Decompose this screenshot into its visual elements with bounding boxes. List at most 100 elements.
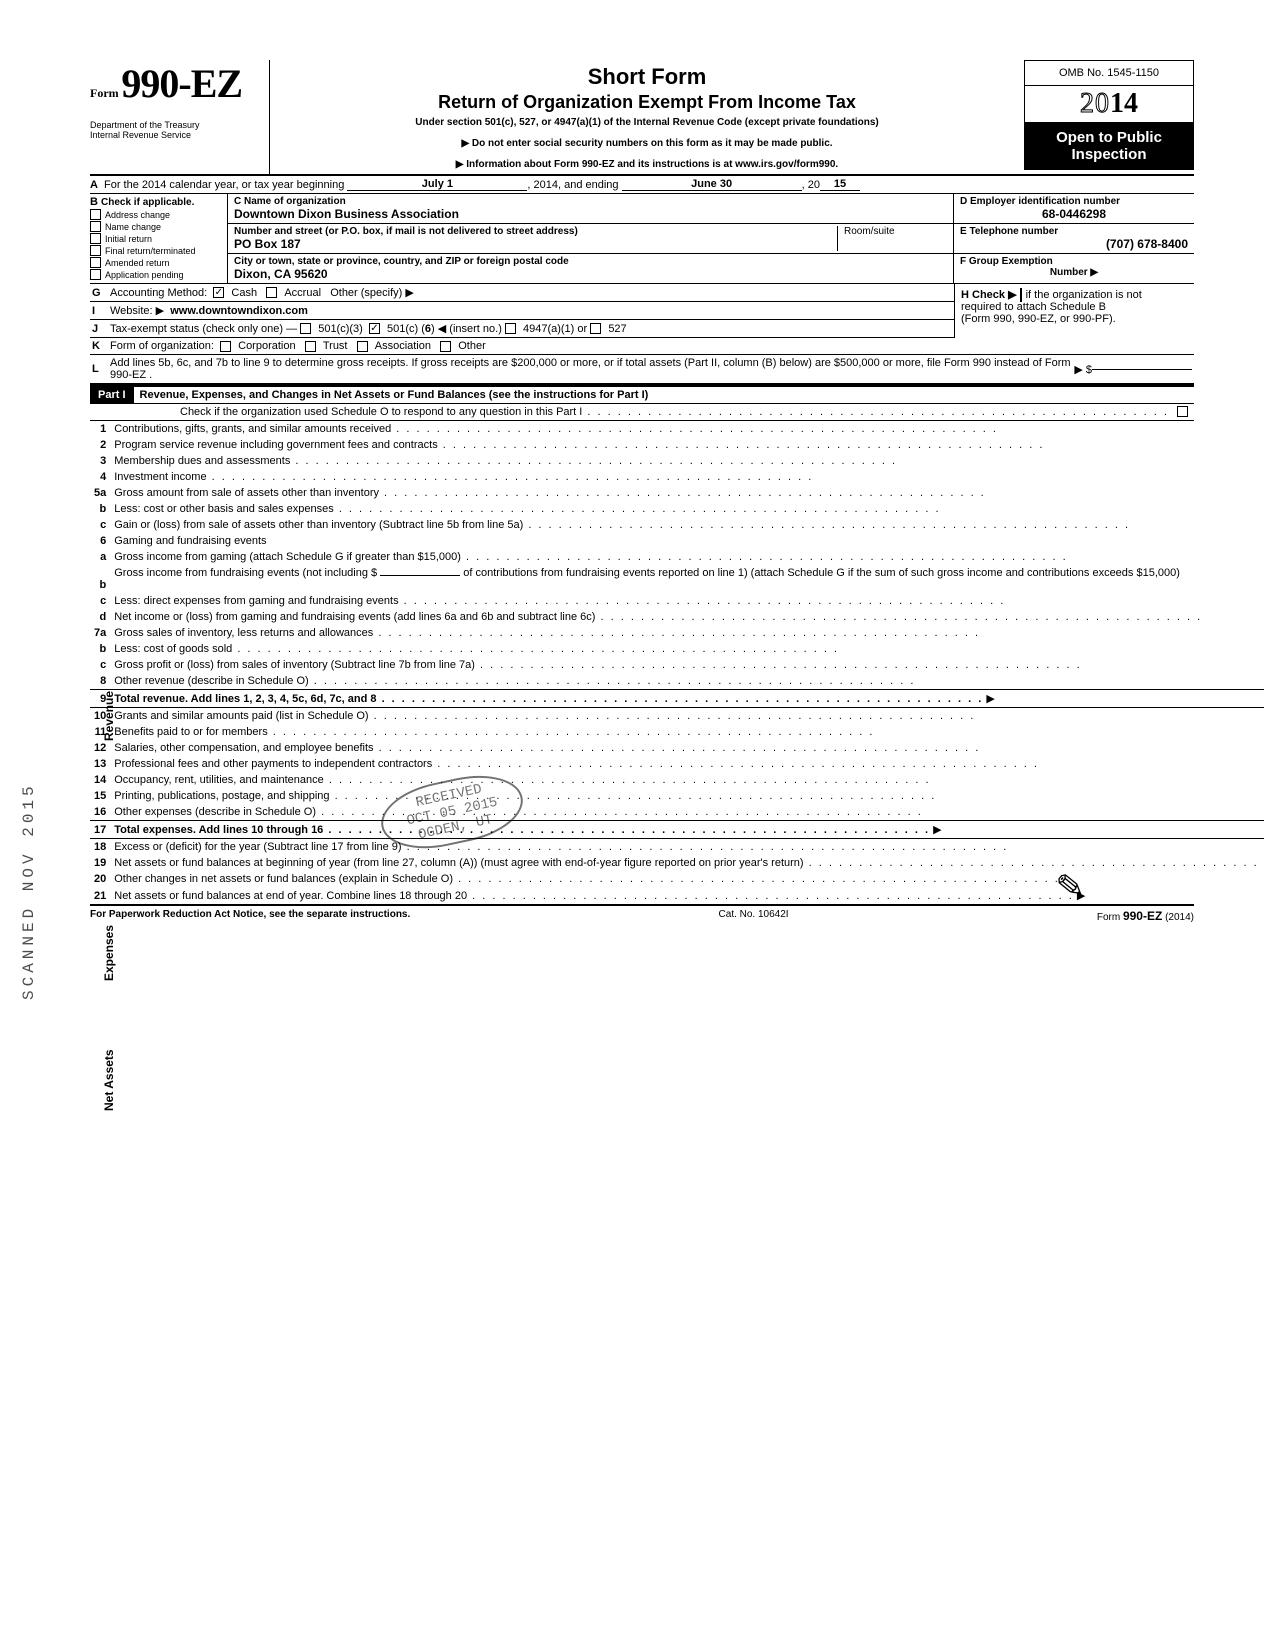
l-amt-label: ▶ $ [1074,363,1092,376]
signature-mark: ✎ [1053,866,1086,909]
arrow-ssn: ▶ Do not enter social security numbers o… [280,138,1014,149]
col-def: D Employer identification number 68-0446… [954,194,1194,283]
cb-trust[interactable] [305,341,316,352]
header-right: OMB No. 1545-1150 2014 Open to PublicIns… [1024,60,1194,174]
i-text: Website: ▶ [110,304,164,317]
col-c: C Name of organization Downtown Dixon Bu… [228,194,954,283]
a-begin[interactable]: July 1 [347,178,527,191]
label-j: J [92,323,110,335]
cb-accrual[interactable] [266,287,277,298]
line-11: 11Benefits paid to or for members11 [90,724,1264,740]
label-k: K [92,340,110,352]
cb-name-change[interactable]: Name change [90,221,223,232]
k-other: Other [458,340,486,352]
k-corp: Corporation [238,340,295,352]
cb-cash[interactable] [213,287,224,298]
side-expenses: Expenses [102,925,116,981]
cb-501c[interactable] [369,323,380,334]
b-hdr: Check if applicable. [101,197,194,208]
lines-table: 1Contributions, gifts, grants, and simil… [90,421,1264,904]
line-5b: bLess: cost or other basis and sales exp… [90,501,1264,517]
d-hdr: D Employer identification number [960,196,1188,207]
line-17: 17Total expenses. Add lines 10 through 1… [90,821,1264,839]
a-end[interactable]: June 30 [622,178,802,191]
cb-schedule-b[interactable] [1020,288,1022,302]
year-bold: 14 [1110,88,1138,119]
line-8: 8Other revenue (describe in Schedule O)8… [90,673,1264,690]
cb-other[interactable] [440,341,451,352]
line-4: 4Investment income4 [90,469,1264,485]
col-b: B Check if applicable. Address change Na… [90,194,228,283]
row-l: L Add lines 5b, 6c, and 7b to line 9 to … [90,355,1194,385]
cb-501c3[interactable] [300,323,311,334]
c-hdr: C Name of organization [234,196,947,207]
j-s: 527 [608,323,626,335]
footer-left: For Paperwork Reduction Act Notice, see … [90,909,410,923]
part1-title: Revenue, Expenses, and Changes in Net As… [134,387,655,403]
org-city[interactable]: Dixon, CA 95620 [234,267,947,281]
g-cash: Cash [231,287,257,299]
tax-year: 2014 [1024,85,1194,122]
room-hdr: Room/suite [837,226,947,251]
block-bcdef: B Check if applicable. Address change Na… [90,194,1194,284]
k-assoc: Association [375,340,431,352]
cb-corporation[interactable] [220,341,231,352]
cb-final-return[interactable]: Final return/terminated [90,245,223,256]
title-return: Return of Organization Exempt From Incom… [280,92,1014,113]
cb-schedule-o[interactable] [1177,406,1188,417]
line-5c: cGain or (loss) from sale of assets othe… [90,517,1264,533]
form-title-block: Short Form Return of Organization Exempt… [270,60,1024,174]
line-6a: aGross income from gaming (attach Schedu… [90,549,1264,565]
label-l: L [92,363,110,375]
cb-application-pending[interactable]: Application pending [90,269,223,280]
form-number: 990-EZ [121,61,242,106]
line-6c: cLess: direct expenses from gaming and f… [90,593,1264,609]
omb-number: OMB No. 1545-1150 [1024,60,1194,85]
cb-amended-return[interactable]: Amended return [90,257,223,268]
part1-header: Part I Revenue, Expenses, and Changes in… [90,385,1194,404]
cb-address-change[interactable]: Address change [90,209,223,220]
line-1: 1Contributions, gifts, grants, and simil… [90,421,1264,437]
h-text3: required to attach Schedule B [961,301,1188,313]
j-text: Tax-exempt status (check only one) — [110,323,297,335]
cb-527[interactable] [590,323,601,334]
j-cend: ) ◀ (insert no.) [431,322,502,335]
line-7b: bLess: cost of goods sold7b [90,641,1264,657]
e-hdr: E Telephone number [960,226,1188,237]
a-endyr[interactable]: 15 [820,178,860,191]
line-6d: dNet income or (loss) from gaming and fu… [90,609,1264,625]
label-a: A [90,179,104,191]
arrow-info: ▶ Information about Form 990-EZ and its … [280,159,1014,170]
footer-catno: Cat. No. 10642I [719,909,789,923]
cb-4947[interactable] [505,323,516,334]
line-19: 19Net assets or fund balances at beginni… [90,855,1264,871]
website[interactable]: www.downtowndixon.com [170,305,308,317]
open-public: Open to PublicInspection [1024,122,1194,170]
l-amt[interactable] [1092,369,1192,370]
cb-association[interactable] [357,341,368,352]
part1-check-row: Check if the organization used Schedule … [90,404,1194,421]
row-g: G Accounting Method: Cash Accrual Other … [90,284,954,302]
line-7c: cGross profit or (loss) from sales of in… [90,657,1264,673]
org-street[interactable]: PO Box 187 [234,237,837,251]
subtitle: Under section 501(c), 527, or 4947(a)(1)… [280,117,1014,128]
street-hdr: Number and street (or P.O. box, if mail … [234,226,837,237]
f-hdr2: Number ▶ [960,267,1188,278]
k-text: Form of organization: [110,340,214,352]
line-9: 9Total revenue. Add lines 1, 2, 3, 4, 5c… [90,690,1264,708]
footer: For Paperwork Reduction Act Notice, see … [90,904,1194,923]
row-k: K Form of organization: Corporation Trus… [90,338,1194,355]
a-text1: For the 2014 calendar year, or tax year … [104,179,344,191]
j-c: 501(c) ( [387,323,425,335]
line-18: 18Excess or (deficit) for the year (Subt… [90,839,1264,856]
cb-initial-return[interactable]: Initial return [90,233,223,244]
ein[interactable]: 68-0446298 [960,207,1188,221]
line-7a: 7aGross sales of inventory, less returns… [90,625,1264,641]
line-14: 14Occupancy, rent, utilities, and mainte… [90,772,1264,788]
scan-stamp: SCANNED NOV 2015 [20,782,38,1000]
org-name[interactable]: Downtown Dixon Business Association [234,207,947,221]
row-a: A For the 2014 calendar year, or tax yea… [90,176,1194,194]
telephone[interactable]: (707) 678-8400 [960,237,1188,251]
a-text2: , 2014, and ending [527,179,618,191]
line-6b: bGross income from fundraising events (n… [90,565,1264,593]
